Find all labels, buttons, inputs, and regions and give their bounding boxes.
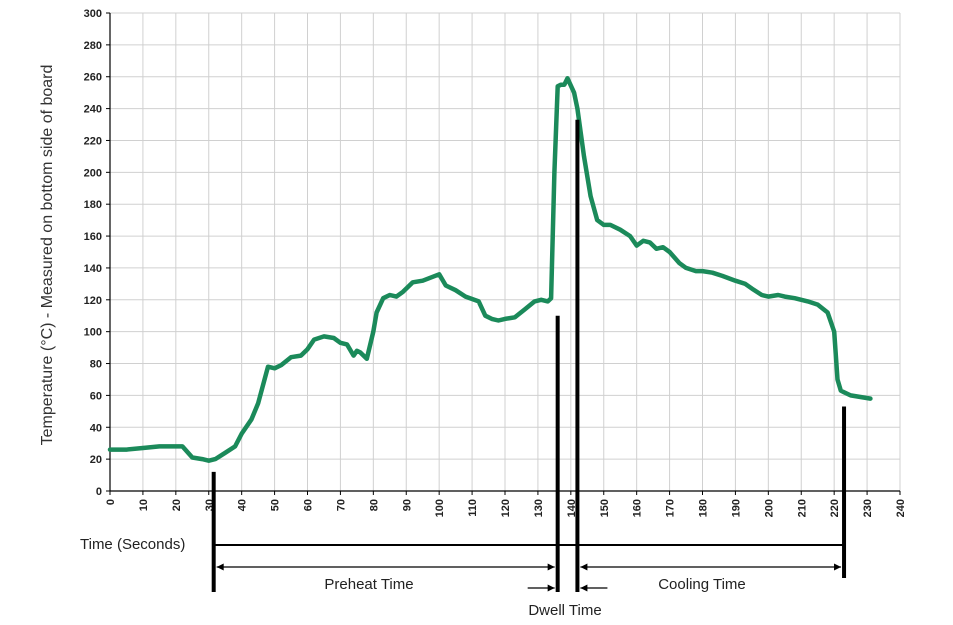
y-tick-label: 240 <box>84 104 102 116</box>
y-tick-label: 0 <box>96 486 102 498</box>
y-tick-label: 60 <box>90 390 102 402</box>
x-tick-label: 100 <box>434 499 446 517</box>
x-tick-label: 70 <box>335 499 347 511</box>
x-tick-label: 80 <box>368 499 380 511</box>
dwell-arrow-head <box>547 584 555 592</box>
y-tick-labels: 0 20 40 60 80 100 120 140 160 180 200 220 240 260 280 3… <box>84 8 110 498</box>
x-tick-label: 50 <box>270 499 282 511</box>
y-tick-label: 160 <box>84 231 102 243</box>
x-tick-label: 130 <box>533 499 545 517</box>
x-tick-label: 60 <box>303 499 315 511</box>
y-tick-label: 100 <box>84 327 102 339</box>
cooling-arrow-head <box>834 563 842 571</box>
temperature-curve <box>107 76 873 463</box>
cooling-time-label: Cooling Time <box>658 576 746 593</box>
grid-lines <box>109 12 901 492</box>
x-tick-label: 40 <box>237 499 249 511</box>
x-tick-label: 10 <box>138 499 150 511</box>
x-tick-label: 120 <box>500 499 512 517</box>
y-tick-label: 300 <box>84 8 102 20</box>
preheat-time-label: Preheat Time <box>324 576 413 593</box>
x-tick-label: 210 <box>796 499 808 517</box>
y-tick-label: 20 <box>90 454 102 466</box>
y-tick-label: 200 <box>84 167 102 179</box>
x-tick-label: 230 <box>862 499 874 517</box>
x-tick-label: 200 <box>763 499 775 517</box>
preheat-arrow-head <box>216 563 224 571</box>
y-tick-label: 40 <box>90 422 102 434</box>
y-tick-label: 180 <box>84 199 102 211</box>
x-tick-label: 220 <box>829 499 841 517</box>
cooling-arrow-head <box>580 563 588 571</box>
phase-markers <box>211 119 847 592</box>
y-tick-label: 260 <box>84 72 102 84</box>
x-tick-label: 170 <box>665 499 677 517</box>
x-tick-label: 160 <box>632 499 644 517</box>
y-tick-label: 280 <box>84 40 102 52</box>
y-tick-label: 140 <box>84 263 102 275</box>
x-tick-labels: 0 10 20 30 40 50 60 70 80 90 100 110 120 130 140 150 160… <box>105 491 907 517</box>
x-tick-label: 240 <box>895 499 907 517</box>
x-tick-label: 0 <box>105 499 117 505</box>
x-axis-label: Time (Seconds) <box>80 536 185 553</box>
dwell-arrow-head <box>580 584 588 592</box>
dwell-time-label: Dwell Time <box>528 602 601 619</box>
x-tick-label: 140 <box>566 499 578 517</box>
x-tick-label: 20 <box>171 499 183 511</box>
y-tick-label: 220 <box>84 135 102 147</box>
y-axis-label: Temperature (°C) - Measured on bottom si… <box>39 65 56 446</box>
preheat-arrow-head <box>547 563 555 571</box>
x-tick-label: 150 <box>599 499 611 517</box>
x-tick-label: 110 <box>467 499 479 517</box>
y-tick-label: 80 <box>90 359 102 371</box>
x-tick-label: 90 <box>401 499 413 511</box>
x-tick-label: 180 <box>698 499 710 517</box>
phase-brackets <box>213 544 845 592</box>
x-tick-label: 190 <box>730 499 742 517</box>
y-tick-label: 120 <box>84 295 102 307</box>
